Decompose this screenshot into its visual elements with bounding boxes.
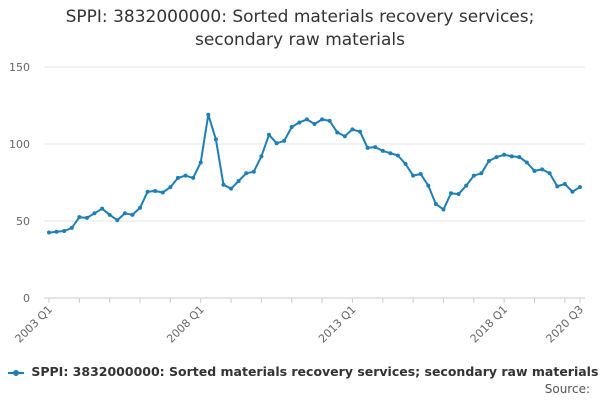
data-point (304, 117, 309, 122)
x-axis-ticks: 2003 Q1 2008 Q1 2013 Q1 2018 Q1 2020 Q3 (13, 298, 587, 346)
data-point (183, 173, 188, 178)
series-line-layer (48, 113, 581, 234)
data-point (130, 212, 135, 217)
data-point (69, 225, 74, 230)
data-point (213, 137, 218, 142)
x-tick-label-2013-q1: 2013 Q1 (316, 303, 359, 346)
data-point (122, 211, 127, 216)
chart-title-line-1: SPPI: 3832000000: Sorted materials recov… (65, 7, 535, 27)
chart-title-line-2: secondary raw materials (194, 30, 406, 50)
data-point (62, 229, 67, 234)
data-point (198, 160, 203, 165)
series-line (48, 113, 581, 234)
data-point (297, 120, 302, 125)
data-point (395, 153, 400, 158)
data-point (206, 112, 211, 117)
data-point (562, 182, 567, 187)
legend-swatch-dot (13, 369, 19, 376)
data-point (350, 127, 355, 132)
x-tick-label-2008-q1: 2008 Q1 (164, 303, 207, 346)
chart-title: SPPI: 3832000000: Sorted materials recov… (0, 6, 600, 52)
x-tick-label-2020-q3: 2020 Q3 (544, 303, 587, 346)
data-point (358, 129, 363, 134)
data-point (578, 185, 582, 190)
data-point (251, 169, 256, 174)
data-point (547, 171, 552, 176)
data-point (168, 185, 173, 190)
data-point (456, 192, 461, 197)
data-point (54, 229, 59, 234)
data-point (175, 175, 180, 180)
data-point (335, 130, 340, 135)
data-point (532, 168, 537, 173)
data-point (145, 189, 150, 194)
data-point (524, 160, 529, 165)
data-point (403, 162, 408, 167)
x-tick-label-2018-q1: 2018 Q1 (468, 303, 511, 346)
data-point (327, 118, 332, 123)
series-points-layer (47, 112, 582, 235)
data-point (259, 154, 264, 159)
legend-series-label: SPPI: 3832000000: Sorted materials recov… (31, 364, 599, 379)
data-point (282, 138, 287, 143)
data-point (464, 183, 469, 188)
data-point (312, 121, 317, 126)
data-point (191, 175, 196, 180)
data-point (411, 173, 416, 178)
data-point (449, 191, 454, 196)
data-point (100, 206, 105, 211)
data-point (266, 132, 271, 137)
data-point (289, 125, 294, 130)
y-tick-label-0: 0 (23, 292, 30, 305)
y-axis-ticks: 0 50 100 150 (9, 61, 30, 305)
data-point (380, 148, 385, 153)
data-point (388, 151, 393, 156)
data-point (479, 171, 484, 176)
data-point (320, 117, 325, 122)
data-point (517, 155, 522, 160)
data-point (570, 189, 575, 194)
data-point (441, 207, 446, 212)
grid-lines (44, 66, 585, 299)
y-tick-label-50: 50 (16, 215, 30, 228)
data-point (153, 188, 158, 193)
data-point (540, 167, 545, 172)
data-point (221, 182, 226, 187)
data-point (84, 215, 89, 220)
data-point (244, 171, 249, 176)
legend-swatch-icon (8, 368, 24, 378)
data-point (236, 178, 241, 183)
data-point (138, 205, 143, 210)
data-point (229, 186, 234, 191)
data-point (373, 145, 378, 150)
data-point (77, 215, 82, 220)
data-point (92, 211, 97, 216)
data-point (433, 202, 438, 207)
data-point (160, 190, 165, 195)
y-tick-label-150: 150 (9, 61, 30, 74)
data-point (274, 141, 279, 146)
data-point (555, 184, 560, 189)
data-point (365, 145, 370, 150)
legend[interactable]: SPPI: 3832000000: Sorted materials recov… (8, 364, 598, 379)
data-point (471, 173, 476, 178)
data-point (115, 218, 120, 223)
data-point (426, 183, 431, 188)
data-point (509, 154, 514, 159)
data-point (494, 155, 499, 160)
data-point (107, 212, 112, 217)
data-point (502, 152, 507, 157)
data-point (47, 230, 51, 235)
data-point (418, 172, 423, 177)
source-label: Source: (544, 382, 590, 396)
x-tick-label-2003-q1: 2003 Q1 (13, 303, 56, 346)
y-tick-label-100: 100 (9, 138, 30, 151)
data-point (486, 158, 491, 163)
data-point (342, 134, 347, 139)
